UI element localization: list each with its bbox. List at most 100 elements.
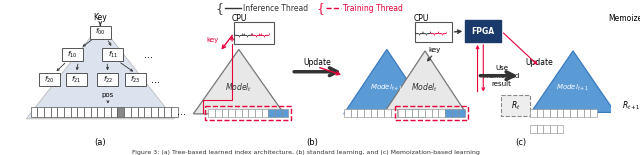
Text: {: { (316, 2, 324, 15)
Text: {: { (216, 2, 223, 15)
Bar (563, 109, 570, 117)
Bar (432, 109, 438, 117)
Bar (84, 107, 91, 117)
Text: key: key (428, 47, 441, 53)
Text: {: { (241, 29, 252, 37)
Bar (91, 107, 97, 117)
Bar (465, 20, 501, 42)
Bar (377, 109, 384, 117)
Polygon shape (193, 49, 284, 114)
Bar (351, 109, 357, 117)
Bar (543, 109, 550, 117)
Bar (396, 106, 468, 120)
Bar (550, 109, 557, 117)
Bar (275, 109, 282, 117)
Bar (151, 107, 157, 117)
Bar (77, 107, 84, 117)
Bar (97, 107, 104, 117)
Bar (37, 107, 44, 117)
Bar (111, 107, 118, 117)
Text: Training Thread: Training Thread (343, 4, 403, 13)
Text: Update: Update (303, 58, 331, 67)
Text: FPGA: FPGA (472, 27, 495, 36)
Bar (419, 109, 425, 117)
Bar (501, 95, 530, 116)
Bar (104, 107, 111, 117)
Bar (58, 107, 64, 117)
Text: {: { (414, 29, 423, 35)
Text: $f_{00}$: $f_{00}$ (95, 27, 106, 37)
Bar (404, 109, 411, 117)
Bar (234, 22, 274, 44)
Bar (364, 109, 371, 117)
Bar (425, 109, 432, 117)
Bar (138, 107, 144, 117)
Text: ...: ... (177, 107, 186, 117)
Bar (445, 109, 452, 117)
Bar (577, 109, 584, 117)
Bar (31, 107, 37, 117)
Text: $f_{21}$: $f_{21}$ (71, 75, 81, 85)
Bar (215, 109, 221, 117)
Text: $f_{20}$: $f_{20}$ (44, 75, 55, 85)
Text: $f_{11}$: $f_{11}$ (108, 50, 118, 60)
Text: $Model_{t+1}$: $Model_{t+1}$ (556, 82, 590, 93)
Bar (557, 109, 563, 117)
Bar (530, 125, 537, 133)
Text: {: { (436, 29, 445, 35)
Bar (452, 109, 458, 117)
Text: key: key (207, 37, 219, 43)
Bar (543, 125, 550, 133)
Text: Use: Use (495, 65, 508, 71)
Polygon shape (531, 51, 615, 112)
Text: Key: Key (93, 13, 107, 22)
Bar (242, 109, 248, 117)
Bar (590, 109, 597, 117)
Bar (90, 26, 111, 38)
Text: $f_{22}$: $f_{22}$ (103, 75, 113, 85)
Bar (357, 109, 364, 117)
Bar (397, 109, 404, 117)
Bar (62, 48, 83, 61)
Text: $Model_t$: $Model_t$ (225, 81, 252, 94)
Bar (438, 109, 445, 117)
Bar (411, 109, 417, 117)
Bar (70, 107, 77, 117)
Text: $R_t$: $R_t$ (511, 99, 520, 112)
Text: {: { (250, 29, 260, 37)
Bar (417, 109, 424, 117)
Bar (371, 109, 377, 117)
Text: pos: pos (102, 92, 114, 97)
Text: CPU: CPU (413, 14, 429, 23)
Bar (144, 107, 151, 117)
Bar (616, 95, 640, 116)
Bar (102, 48, 124, 61)
Bar (412, 109, 419, 117)
Text: Inference Thread: Inference Thread (243, 4, 308, 13)
Text: Figure 3: (a) Tree-based learned index architecture, (b) standard learning, and : Figure 3: (a) Tree-based learned index a… (132, 150, 479, 155)
Bar (584, 109, 590, 117)
Bar (530, 109, 537, 117)
Text: result: result (492, 81, 511, 87)
Polygon shape (26, 25, 174, 119)
Text: {: { (258, 29, 269, 37)
Text: (a): (a) (95, 138, 106, 147)
Text: CPU: CPU (232, 14, 248, 23)
Text: {: { (429, 29, 438, 35)
Bar (125, 73, 146, 86)
Polygon shape (385, 51, 466, 112)
Bar (39, 73, 60, 86)
Bar (570, 109, 577, 117)
Text: {: { (422, 29, 431, 35)
Bar (344, 109, 351, 117)
Bar (262, 109, 268, 117)
Bar (131, 107, 138, 117)
Text: {: { (232, 29, 243, 37)
Bar (537, 125, 543, 133)
Text: (c): (c) (515, 138, 526, 147)
Bar (550, 125, 557, 133)
Bar (164, 107, 171, 117)
Text: ...: ... (143, 50, 152, 60)
Bar (228, 109, 235, 117)
Bar (268, 109, 275, 117)
